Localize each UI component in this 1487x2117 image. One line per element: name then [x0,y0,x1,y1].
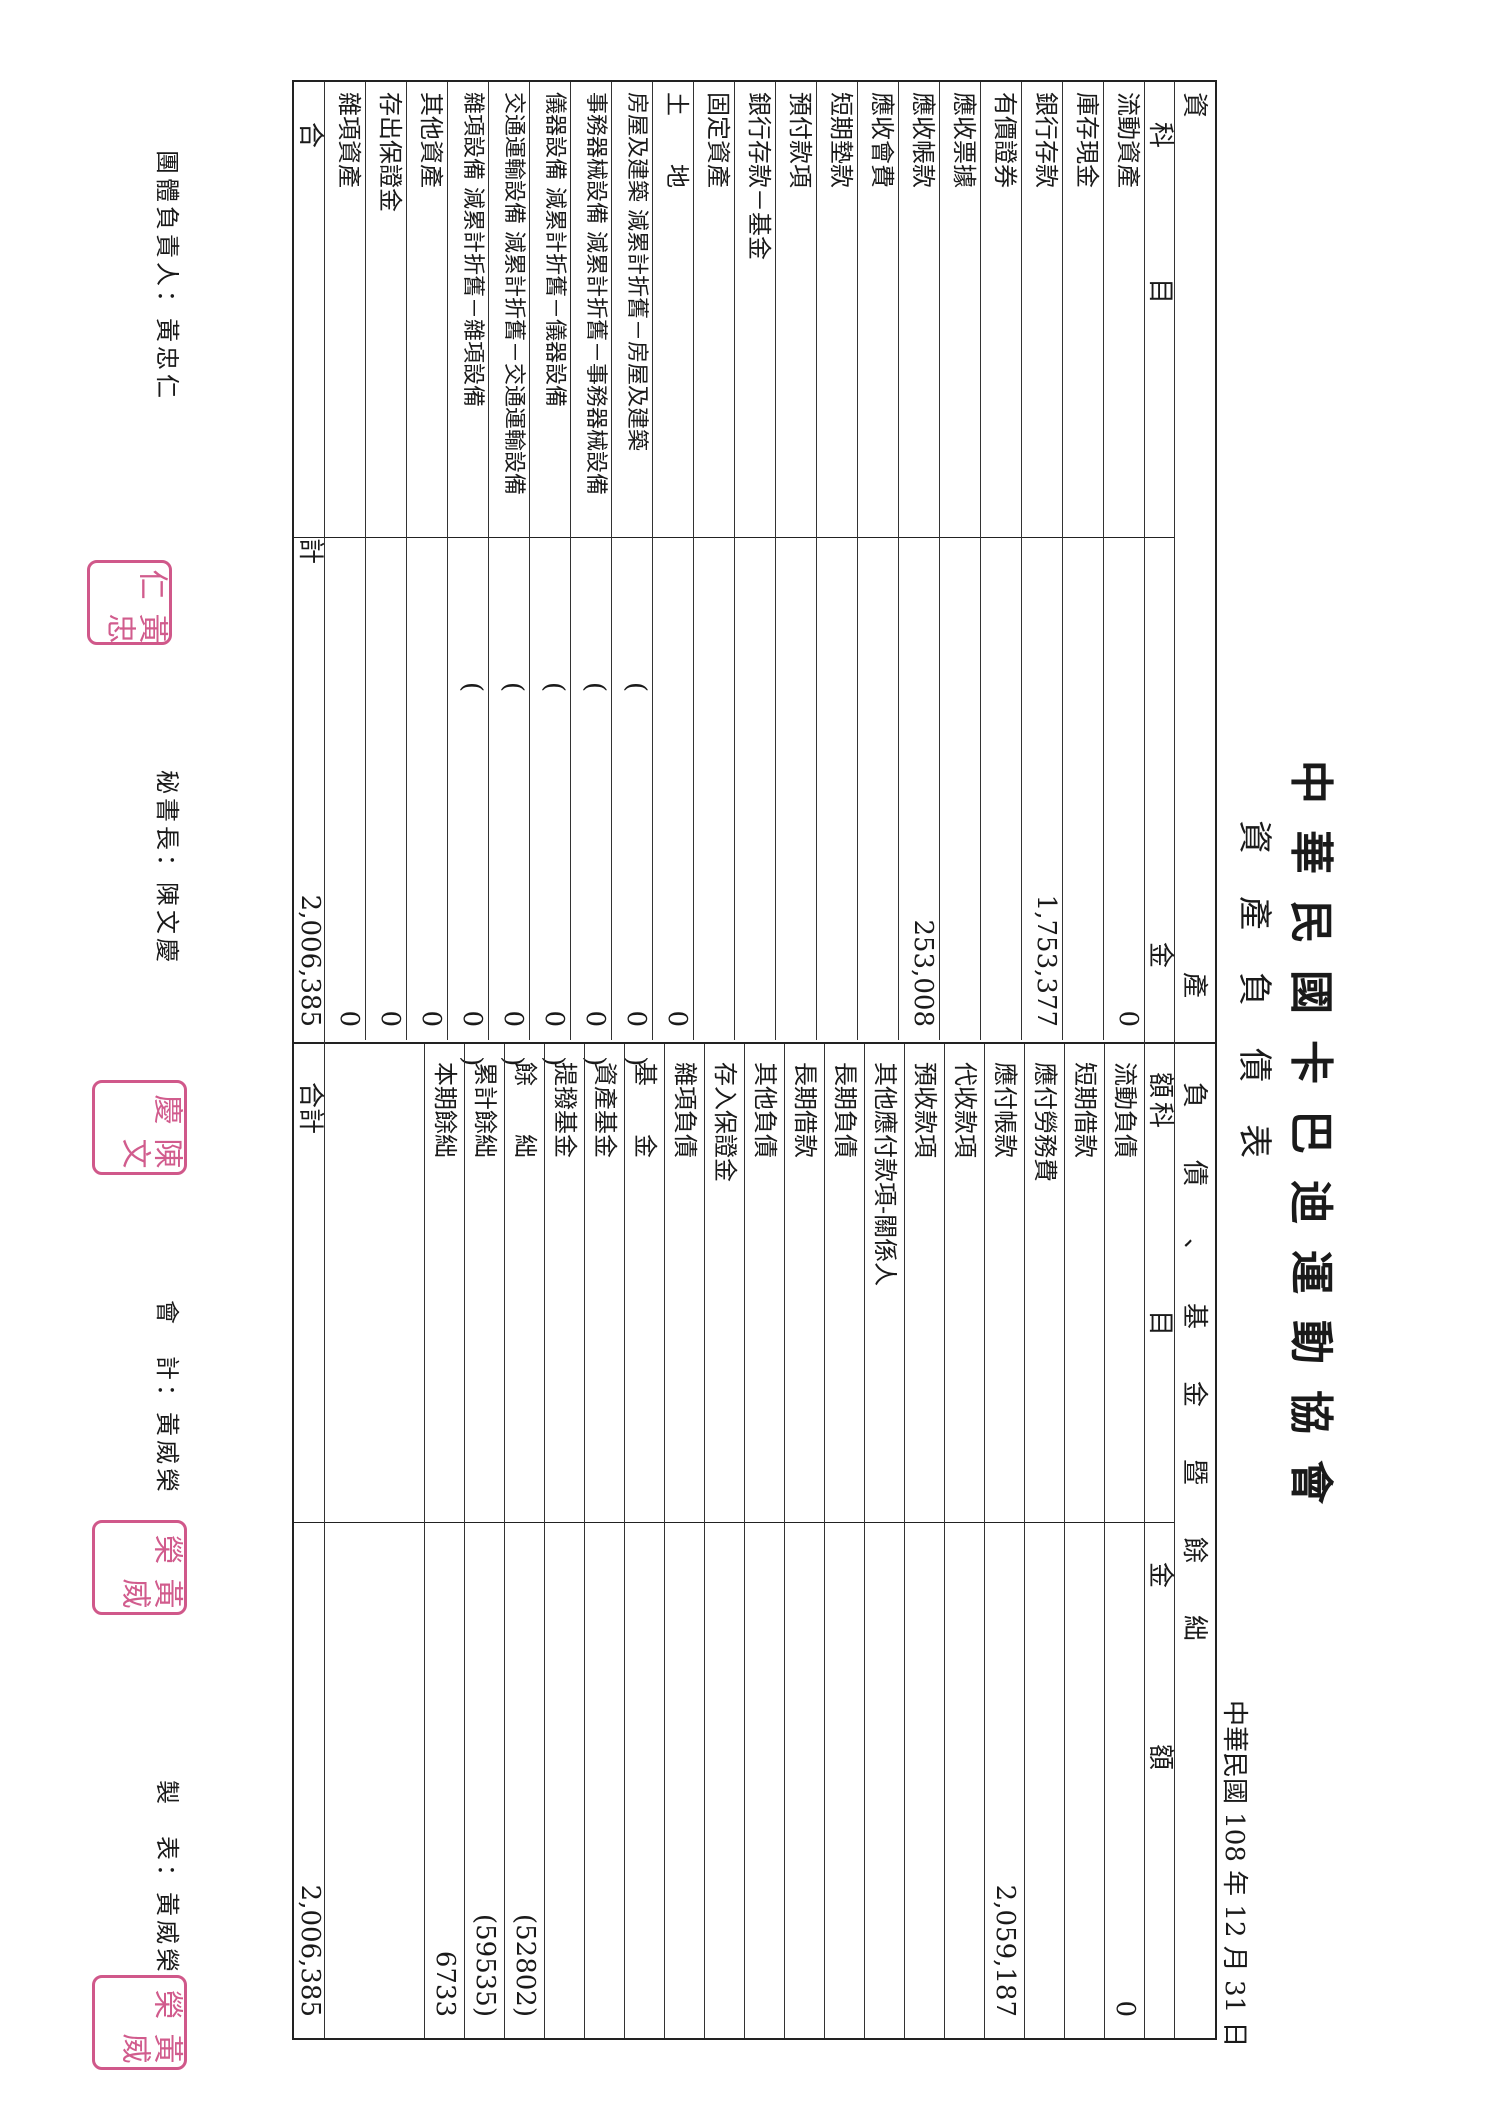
asset-amount: 0 [580,1010,610,1027]
liability-amount: (59535) [470,1914,500,2017]
asset-amount: 0 [662,1010,692,1027]
liability-label: 本期餘絀 [431,1062,459,1158]
liability-label: 資產基金 [591,1062,619,1158]
accountant-seal: 黃威榮 [92,1520,187,1615]
asset-label: 應收會費 [868,92,896,188]
report-date: 中華民國 108 年 12 月 31 日 [1219,1700,1249,2048]
liability-label: 應付勞務費 [1031,1062,1059,1182]
liabilities-header-subject: 科 目 [1145,1102,1175,1337]
asset-label: 預付款項 [786,92,814,188]
liability-amount: (52802) [510,1914,540,2017]
leader-seal: 黃忠仁 [87,560,172,645]
asset-amount: 0 [375,1010,405,1027]
liability-label: 其他應付款項-關係人 [871,1062,899,1287]
asset-label: 庫存現金 [1073,92,1101,188]
liability-label: 提撥基金 [551,1062,579,1158]
asset-amount: 0 [457,1010,487,1027]
asset-amount: 0 [539,1010,569,1027]
liabilities-header-section: 負 債 、 基 金 暨 餘 絀 [1179,1082,1209,1642]
asset-amount: 0 [621,1010,651,1027]
asset-label: 土 地 [663,92,691,188]
asset-amount: 253,008 [908,919,938,1027]
liabilities-total-amount: 2,006,385 [295,1884,325,2017]
liability-label: 流動負債 [1111,1062,1139,1158]
liability-label: 其他負債 [751,1062,779,1158]
secretary-seal: 陳文慶 [92,1080,187,1175]
assets-total-amount: 2,006,385 [295,894,325,1027]
liability-label: 存入保證金 [711,1062,739,1182]
liability-label: 代收款項 [951,1062,979,1158]
assets-header-section-2: 產 [1179,972,1209,999]
preparer-seal: 黃威榮 [92,1975,187,2070]
assets-total-label: 合 計 [295,122,325,565]
leader-signature: 團體負責人：黃忠仁 [153,150,181,402]
liability-amount: 2,059,187 [990,1884,1020,2017]
assets-header-section: 資 [1179,92,1209,119]
liability-label: 基 金 [631,1062,659,1158]
liability-amount: 0 [1110,2000,1140,2017]
asset-label: 雜項資產 [335,92,363,188]
asset-amount: 0 [416,1010,446,1027]
asset-amount: 1,753,377 [1031,894,1061,1027]
liability-label: 短期借款 [1071,1062,1099,1158]
org-name: 中華民國卡巴迪運動協會 [1285,760,1336,1530]
doc-title: 資產負債表 [1234,820,1274,1200]
liability-label: 雜項負債 [671,1062,699,1158]
asset-label: 固定資產 [704,92,732,188]
asset-amount: 0 [1113,1010,1143,1027]
asset-label-combined: 儀器設備 減累計折舊－儀器設備 [542,92,567,407]
asset-label: 短期墊款 [827,92,855,188]
asset-label-combined: 事務器械設備 減累計折舊－事務器械設備 [583,92,608,495]
liabilities-total-label: 合計 [295,1082,325,1135]
asset-amount: 0 [498,1010,528,1027]
asset-label: 流動資產 [1114,92,1142,188]
asset-label: 有價證券 [991,92,1019,188]
asset-amount: 0 [334,1010,364,1027]
liability-amount: 6733 [430,1950,460,2017]
asset-label: 其他資產 [417,92,445,188]
liability-label: 餘 絀 [511,1062,539,1158]
asset-label: 銀行存款－基金 [745,92,773,260]
asset-label-combined: 交通運輸設備 減累計折舊－交通運輸設備 [501,92,526,495]
accountant-signature: 會 計：黃威榮 [153,1300,181,1496]
assets-header-subject: 科 目 [1145,122,1175,305]
asset-label: 銀行存款 [1032,92,1060,188]
asset-label-combined: 雜項設備 減累計折舊－雜項設備 [460,92,485,407]
liability-label: 長期負債 [831,1062,859,1158]
asset-label: 應收票據 [950,92,978,188]
asset-label-combined: 房屋及建築 減累計折舊－房屋及建築 [624,92,649,451]
liability-label: 應付帳款 [991,1062,1019,1158]
asset-label: 存出保證金 [376,92,404,212]
asset-label: 應收帳款 [909,92,937,188]
liability-label: 累計餘絀 [471,1062,499,1158]
liabilities-header-amount: 金 額 [1145,1562,1175,1771]
balance-table: 資 產 科 目 金 額 負 債 、 基 金 暨 餘 絀 科 目 金 額 流動資產… [292,80,1217,2040]
liability-label: 長期借款 [791,1062,819,1158]
assets-header-amount: 金 額 [1145,942,1175,1099]
secretary-signature: 秘書長：陳文慶 [153,770,181,966]
preparer-signature: 製 表：黃威榮 [153,1780,181,1976]
liability-label: 預收款項 [911,1062,939,1158]
